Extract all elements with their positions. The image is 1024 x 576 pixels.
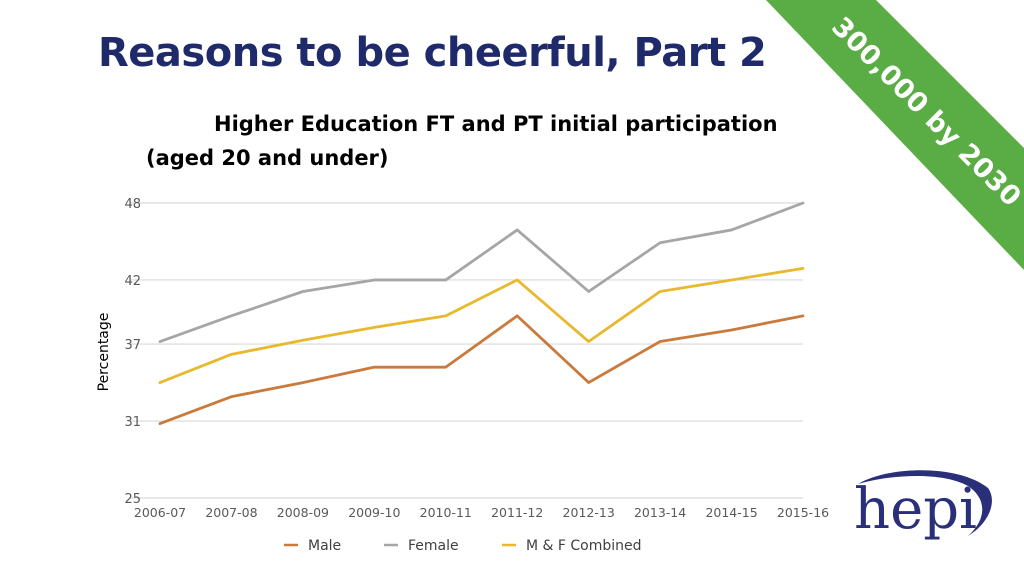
y-tick-label-2: 37	[124, 338, 141, 353]
x-tick-label-6: 2012-13	[563, 505, 615, 520]
y-tick-label-4: 48	[124, 197, 141, 212]
x-tick-label-5: 2011-12	[491, 505, 543, 520]
y-tick-label-3: 42	[124, 274, 141, 289]
y-axis-label: Percentage	[96, 313, 112, 392]
chart-title-line1: Higher Education FT and PT initial parti…	[214, 112, 778, 136]
series-line-1	[158, 201, 805, 343]
legend-label-1: Female	[408, 538, 459, 554]
logo-text: hepi	[854, 477, 977, 542]
x-tick-label-4: 2010-11	[420, 505, 472, 520]
hepi-logo: hepi	[854, 470, 992, 542]
slide-title: Reasons to be cheerful, Part 2	[98, 30, 767, 76]
x-tick-label-7: 2013-14	[634, 505, 686, 520]
x-tick-label-8: 2014-15	[705, 505, 757, 520]
x-tick-label-0: 2006-07	[134, 505, 186, 520]
legend-label-0: Male	[308, 538, 341, 554]
y-tick-label-1: 31	[124, 415, 141, 430]
legend-label-2: M & F Combined	[526, 538, 642, 554]
x-tick-label-2: 2008-09	[277, 505, 329, 520]
x-tick-label-3: 2009-10	[348, 505, 400, 520]
y-tick-label-0: 25	[124, 492, 141, 507]
series-line-0	[158, 314, 805, 426]
chart-title-line2: (aged 20 and under)	[146, 146, 389, 170]
series-line-2	[158, 267, 805, 384]
x-tick-label-1: 2007-08	[205, 505, 257, 520]
x-tick-label-9: 2015-16	[777, 505, 829, 520]
